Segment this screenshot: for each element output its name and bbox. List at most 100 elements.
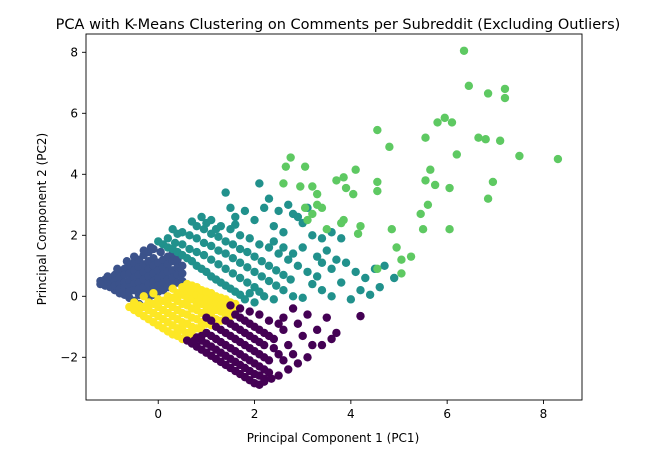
data-point-cluster-0 bbox=[197, 331, 206, 341]
data-point-cluster-3 bbox=[488, 177, 498, 187]
data-point-cluster-0 bbox=[317, 340, 327, 350]
data-point-cluster-2 bbox=[269, 221, 279, 231]
data-point-cluster-3 bbox=[303, 215, 312, 225]
data-point-cluster-3 bbox=[553, 154, 563, 164]
data-point-cluster-2 bbox=[221, 188, 230, 197]
data-point-cluster-0 bbox=[356, 311, 365, 321]
data-point-cluster-2 bbox=[214, 260, 223, 269]
data-point-cluster-0 bbox=[303, 310, 312, 319]
data-point-cluster-2 bbox=[288, 249, 298, 258]
data-point-cluster-3 bbox=[296, 182, 305, 191]
data-point-cluster-2 bbox=[199, 238, 209, 248]
data-point-cluster-3 bbox=[353, 229, 363, 238]
data-point-cluster-3 bbox=[464, 81, 474, 91]
data-point-cluster-2 bbox=[356, 286, 365, 295]
data-point-cluster-2 bbox=[214, 232, 223, 242]
data-point-cluster-2 bbox=[259, 203, 269, 213]
data-point-cluster-2 bbox=[163, 234, 173, 243]
data-point-cluster-2 bbox=[264, 194, 274, 203]
data-point-cluster-0 bbox=[293, 359, 303, 368]
data-point-cluster-2 bbox=[257, 257, 266, 266]
data-point-cluster-0 bbox=[332, 328, 341, 338]
data-point-cluster-0 bbox=[226, 301, 235, 310]
data-point-cluster-4 bbox=[168, 284, 177, 293]
data-point-cluster-3 bbox=[317, 203, 327, 213]
data-point-cluster-3 bbox=[423, 200, 433, 209]
data-point-cluster-1 bbox=[129, 252, 139, 261]
data-point-cluster-0 bbox=[267, 374, 276, 383]
data-point-cluster-3 bbox=[418, 225, 428, 234]
data-point-cluster-3 bbox=[312, 189, 322, 199]
data-point-cluster-3 bbox=[421, 176, 430, 185]
data-point-cluster-3 bbox=[351, 165, 360, 174]
data-points bbox=[96, 46, 563, 389]
data-point-cluster-3 bbox=[515, 151, 524, 161]
data-point-cluster-0 bbox=[264, 356, 274, 365]
data-point-cluster-2 bbox=[187, 217, 197, 226]
data-point-cluster-2 bbox=[250, 267, 259, 277]
data-point-cluster-0 bbox=[288, 350, 298, 359]
data-point-cluster-2 bbox=[389, 273, 399, 283]
data-point-cluster-2 bbox=[221, 249, 230, 258]
data-point-cluster-3 bbox=[495, 136, 505, 145]
data-point-cluster-2 bbox=[375, 282, 384, 292]
data-point-cluster-2 bbox=[346, 295, 356, 304]
data-point-cluster-3 bbox=[373, 177, 382, 187]
data-point-cluster-3 bbox=[385, 142, 394, 152]
data-point-cluster-2 bbox=[202, 218, 211, 228]
x-tick-label: 8 bbox=[540, 407, 548, 421]
data-point-cluster-2 bbox=[269, 237, 279, 246]
data-point-cluster-3 bbox=[474, 133, 483, 142]
data-point-cluster-3 bbox=[452, 150, 461, 159]
data-point-cluster-3 bbox=[341, 183, 351, 193]
data-point-cluster-0 bbox=[322, 313, 331, 322]
data-point-cluster-2 bbox=[312, 252, 322, 261]
x-tick-label: 2 bbox=[251, 407, 259, 421]
data-point-cluster-3 bbox=[397, 255, 406, 264]
data-point-cluster-0 bbox=[190, 336, 199, 345]
data-point-cluster-0 bbox=[235, 304, 245, 313]
data-point-cluster-3 bbox=[481, 135, 490, 144]
data-point-cluster-3 bbox=[421, 133, 430, 142]
data-point-cluster-3 bbox=[416, 209, 425, 219]
data-point-cluster-2 bbox=[332, 255, 341, 264]
data-point-cluster-3 bbox=[286, 153, 295, 162]
plot-area: 0 2 4 6 8 −2 0 2 4 6 8 bbox=[60, 33, 583, 421]
y-axis-label: Principal Component 2 (PC2) bbox=[35, 133, 49, 306]
x-tick-label: 6 bbox=[443, 407, 451, 421]
data-point-cluster-2 bbox=[284, 200, 293, 209]
data-point-cluster-2 bbox=[303, 267, 312, 277]
data-point-cluster-2 bbox=[228, 269, 238, 278]
data-point-cluster-2 bbox=[322, 246, 331, 255]
data-point-cluster-2 bbox=[380, 261, 389, 270]
data-point-cluster-2 bbox=[226, 203, 235, 213]
data-point-cluster-2 bbox=[272, 266, 281, 275]
data-point-cluster-2 bbox=[286, 275, 295, 284]
data-point-cluster-3 bbox=[339, 173, 348, 182]
data-point-cluster-2 bbox=[259, 292, 269, 301]
data-point-cluster-2 bbox=[327, 264, 336, 274]
data-point-cluster-2 bbox=[192, 234, 201, 243]
data-point-cluster-2 bbox=[312, 272, 322, 281]
data-point-cluster-2 bbox=[170, 238, 180, 248]
data-point-cluster-2 bbox=[207, 255, 216, 264]
data-point-cluster-3 bbox=[322, 225, 331, 234]
data-point-cluster-3 bbox=[426, 165, 435, 174]
data-point-cluster-1 bbox=[146, 243, 156, 252]
data-point-cluster-0 bbox=[279, 313, 288, 322]
data-point-cluster-2 bbox=[288, 292, 298, 301]
data-point-cluster-0 bbox=[269, 343, 279, 353]
x-tick-label: 0 bbox=[154, 407, 162, 421]
data-point-cluster-2 bbox=[279, 270, 288, 280]
data-point-cluster-2 bbox=[243, 278, 252, 287]
data-point-cluster-3 bbox=[445, 225, 454, 234]
data-point-cluster-2 bbox=[293, 212, 303, 222]
data-point-cluster-2 bbox=[264, 276, 274, 286]
data-point-cluster-1 bbox=[122, 257, 132, 266]
data-point-cluster-3 bbox=[397, 269, 406, 278]
data-point-cluster-2 bbox=[361, 273, 370, 283]
data-point-cluster-2 bbox=[185, 231, 194, 240]
data-point-cluster-3 bbox=[440, 113, 449, 123]
